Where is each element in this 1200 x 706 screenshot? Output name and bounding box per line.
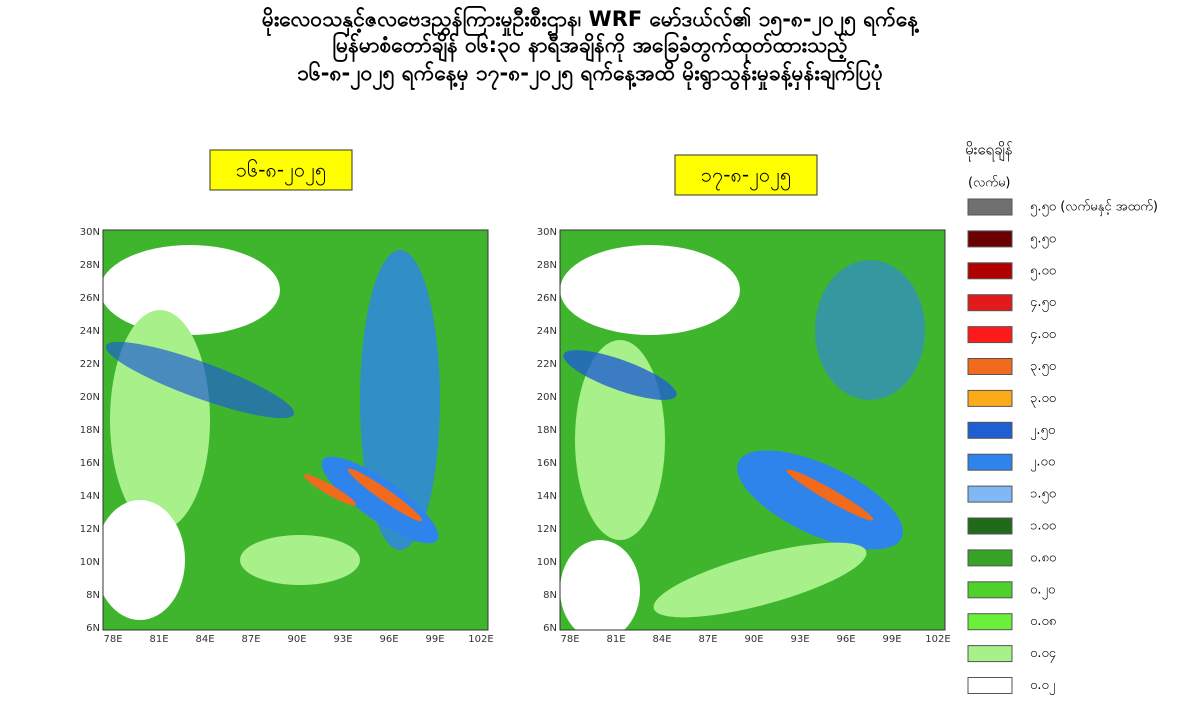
map-image bbox=[103, 230, 488, 630]
lat-label: 22N bbox=[537, 359, 557, 370]
lat-label: 20N bbox=[80, 392, 100, 403]
legend-label: ၀.၀၂ bbox=[1030, 678, 1055, 695]
lon-label: 102E bbox=[925, 634, 950, 645]
lat-label: 6N bbox=[86, 623, 100, 634]
legend-label: ၄.၀၀ bbox=[1030, 327, 1056, 344]
legend-label: ၂.၀၀ bbox=[1030, 455, 1055, 472]
lat-label: 18N bbox=[537, 425, 557, 436]
map-date: ၁၆-၈-၂၀၂၅ bbox=[236, 158, 327, 186]
legend-label: ၄.၅၀ bbox=[1030, 295, 1056, 312]
lon-label: 96E bbox=[836, 634, 855, 645]
map-image bbox=[560, 230, 945, 630]
lat-label: 22N bbox=[80, 359, 100, 370]
legend-swatch bbox=[967, 389, 1013, 407]
legend-swatch bbox=[967, 294, 1013, 312]
lon-label: 99E bbox=[882, 634, 901, 645]
title-line: ၁၆-၈-၂၀၂၅ ရက်နေ့မှ ၁၇-၈-၂၀၂၅ ရက်နေ့အထိ မ… bbox=[297, 58, 883, 91]
lon-label: 102E bbox=[468, 634, 493, 645]
legend-label: ၅.၅၀ (လက်မနှင့် အထက်) bbox=[1030, 199, 1158, 217]
lon-label: 90E bbox=[287, 634, 306, 645]
legend-swatch bbox=[967, 645, 1013, 663]
legend-swatch bbox=[967, 677, 1013, 694]
lat-label: 16N bbox=[80, 458, 100, 469]
lon-label: 93E bbox=[790, 634, 809, 645]
lon-label: 78E bbox=[103, 634, 122, 645]
date-box bbox=[674, 154, 818, 196]
lat-label: 26N bbox=[537, 293, 557, 304]
title-line: မြန်မာစံတော်ချိန် ၀၆:၃၀ နာရီအချိန်ကို အခ… bbox=[332, 30, 847, 63]
legend-label: ၁.၅၀ bbox=[1030, 487, 1056, 504]
lon-label: 96E bbox=[379, 634, 398, 645]
lat-label: 14N bbox=[537, 491, 557, 502]
legend: ၅.၅၀ (လက်မနှင့် အထက်) ၅.၅၀၅.၀၀၄.၅၀၄.၀၀၃.၅… bbox=[967, 198, 1158, 695]
legend-swatch bbox=[967, 421, 1013, 439]
map-frame bbox=[559, 229, 946, 631]
legend-label: ၁.၀၀ bbox=[1030, 519, 1056, 534]
lon-label: 84E bbox=[652, 634, 671, 645]
lon-label: 87E bbox=[241, 634, 260, 645]
legend-swatch bbox=[967, 326, 1013, 344]
legend-swatch bbox=[967, 453, 1013, 471]
legend-swatch bbox=[967, 613, 1013, 631]
legend-swatch bbox=[967, 549, 1013, 567]
lat-label: 20N bbox=[537, 392, 557, 403]
lon-label: 99E bbox=[425, 634, 444, 645]
legend-label: ၀.၀၄ bbox=[1030, 646, 1057, 663]
lat-label: 30N bbox=[537, 227, 557, 238]
lon-label: 87E bbox=[698, 634, 717, 645]
legend-swatch bbox=[967, 517, 1013, 535]
lat-label: 14N bbox=[80, 491, 100, 502]
lat-label: 12N bbox=[537, 524, 557, 535]
lon-label: 81E bbox=[149, 634, 168, 645]
legend-swatch bbox=[967, 485, 1013, 503]
legend-swatch bbox=[967, 581, 1013, 599]
lat-label: 30N bbox=[80, 227, 100, 238]
legend-swatch bbox=[967, 230, 1013, 248]
legend-label: ၀.၈၀ bbox=[1030, 550, 1056, 565]
legend-swatch bbox=[967, 198, 1013, 216]
lat-label: 16N bbox=[537, 458, 557, 469]
legend-label: ၂.၅၀ bbox=[1030, 423, 1055, 440]
legend-title: မိုးရေချိန် bbox=[965, 141, 1013, 162]
legend-label: ၅.၅၀ bbox=[1030, 231, 1056, 248]
lat-label: 8N bbox=[543, 590, 557, 601]
legend-swatch bbox=[967, 358, 1013, 375]
lat-label: 8N bbox=[86, 590, 100, 601]
legend-unit: (လက်မ) bbox=[968, 175, 1010, 191]
lat-label: 24N bbox=[537, 326, 557, 337]
legend-label: ၀.၀၈ bbox=[1030, 614, 1056, 629]
lat-label: 10N bbox=[537, 557, 557, 568]
map-frame bbox=[102, 229, 489, 631]
lon-label: 78E bbox=[560, 634, 579, 645]
lat-label: 28N bbox=[80, 260, 100, 271]
lon-label: 90E bbox=[744, 634, 763, 645]
lon-label: 84E bbox=[195, 634, 214, 645]
legend-label: ၀.၂၀ bbox=[1030, 582, 1055, 599]
legend-label: ၅.၀၀ bbox=[1030, 263, 1056, 280]
legend-label: ၃.၅၀ bbox=[1030, 359, 1056, 376]
lat-label: 12N bbox=[80, 524, 100, 535]
lon-label: 93E bbox=[333, 634, 352, 645]
lon-label: 81E bbox=[606, 634, 625, 645]
map-date: ၁၇-၈-၂၀၂၅ bbox=[701, 163, 792, 191]
lat-label: 6N bbox=[543, 623, 557, 634]
lat-label: 28N bbox=[537, 260, 557, 271]
lat-label: 10N bbox=[80, 557, 100, 568]
date-box bbox=[209, 149, 353, 191]
legend-swatch bbox=[967, 262, 1013, 280]
lat-label: 26N bbox=[80, 293, 100, 304]
lat-label: 24N bbox=[80, 326, 100, 337]
legend-label: ၃.၀၀ bbox=[1030, 391, 1056, 408]
lat-label: 18N bbox=[80, 425, 100, 436]
